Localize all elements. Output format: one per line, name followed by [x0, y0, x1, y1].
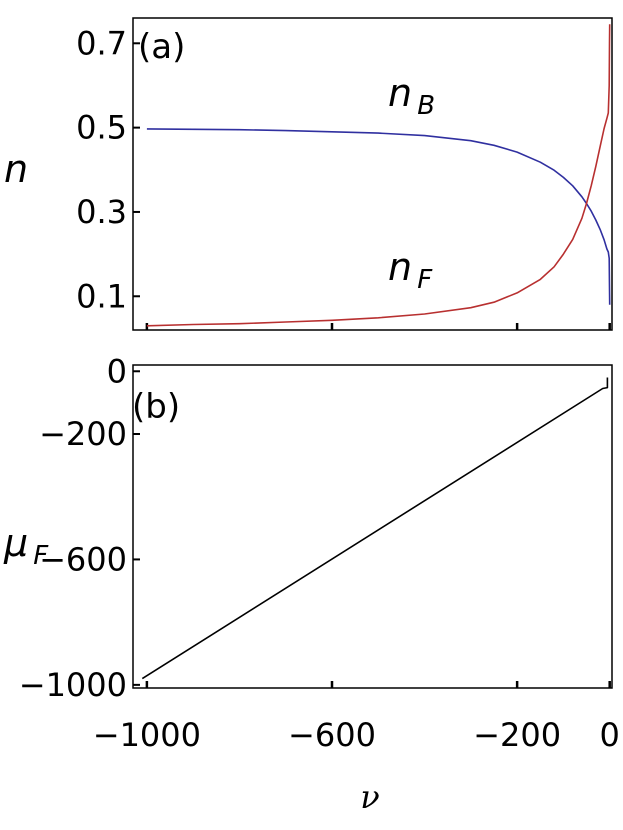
- y-axis-label-b-main: μ: [3, 521, 28, 565]
- series-line-n-f: [146, 24, 611, 327]
- y-tick-label: 0.7: [76, 24, 127, 62]
- panel-b: −1000 −600 −200 0 −1000 −600 −200 0 (b) μ F ν: [3, 352, 620, 816]
- x-tick-label: −200: [473, 716, 561, 754]
- x-axis-label: ν: [360, 778, 379, 816]
- series-lines-a: [146, 24, 611, 327]
- y-tick-label: −1000: [19, 666, 127, 704]
- y-axis-label-b-sub: F: [33, 541, 49, 571]
- y-axis-label-b: μ F: [3, 521, 49, 571]
- series-line-n-b: [146, 128, 611, 305]
- y-axis-label-a: n: [4, 147, 28, 191]
- y-tick-label: −200: [39, 415, 127, 453]
- y-tick-label: 0: [107, 352, 127, 390]
- series-label-nB: n B: [388, 71, 435, 121]
- panel-a: 0.1 0.3 0.5 0.7 (a) n n B n F: [4, 17, 613, 331]
- series-label-nB-main: n: [388, 71, 412, 115]
- series-line--f: [141, 377, 609, 680]
- plot-frame-a: [132, 17, 613, 331]
- series-lines-b: [141, 377, 609, 680]
- plot-frame-b: [132, 364, 613, 689]
- y-tick-label: 0.1: [76, 277, 127, 315]
- ticks-b: −1000 −600 −200 0 −1000 −600 −200 0: [19, 352, 620, 754]
- y-tick-label: −600: [39, 540, 127, 578]
- panel-label-a: (a): [138, 27, 185, 67]
- panel-label-b: (b): [132, 387, 180, 427]
- y-tick-label: 0.5: [76, 109, 127, 147]
- x-tick-label: −600: [288, 716, 376, 754]
- ticks-a: 0.1 0.3 0.5 0.7: [76, 24, 611, 330]
- series-label-nF: n F: [388, 245, 433, 295]
- series-label-nB-sub: B: [417, 91, 435, 121]
- x-tick-label: −1000: [93, 716, 201, 754]
- series-label-nF-main: n: [388, 245, 412, 289]
- series-label-nF-sub: F: [417, 265, 433, 295]
- y-tick-label: 0.3: [76, 193, 127, 231]
- x-tick-label: 0: [600, 716, 620, 754]
